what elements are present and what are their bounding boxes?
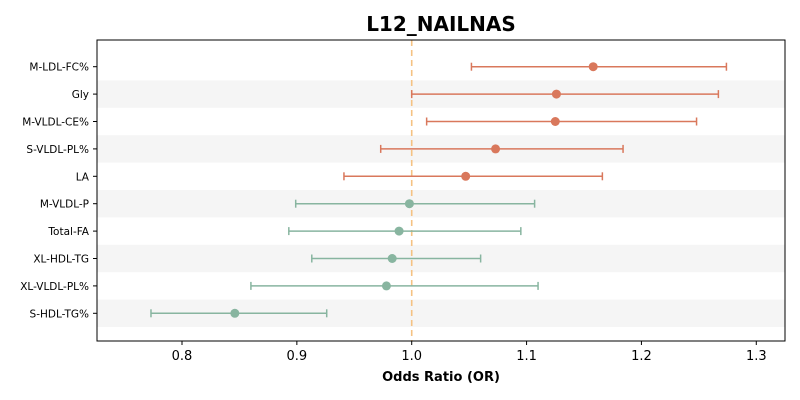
points-layer <box>230 62 598 318</box>
y-tick-label: M-LDL-FC% <box>29 62 89 74</box>
or-point <box>230 308 240 318</box>
y-tick-label: S-VLDL-PL% <box>26 144 89 156</box>
or-point <box>491 144 501 154</box>
chart-title: L12_NAILNAS <box>366 12 516 36</box>
x-tick-label: 0.9 <box>287 349 308 364</box>
or-point <box>404 199 414 209</box>
or-point <box>550 117 560 126</box>
or-point <box>551 89 561 99</box>
x-tick-label: 1.1 <box>516 349 537 364</box>
x-axis-label: Odds Ratio (OR) <box>382 370 500 385</box>
or-point <box>387 254 397 263</box>
x-tick-label: 0.8 <box>172 349 193 364</box>
y-tick-label: S-HDL-TG% <box>30 308 89 320</box>
or-point <box>461 171 471 181</box>
y-tick-label: XL-HDL-TG <box>33 254 89 266</box>
y-tick-label: LA <box>76 171 90 183</box>
y-axis-ticks: M-LDL-FC% Gly M-VLDL-CE% S-VLDL-PL% LA M-VLDL… <box>20 62 97 320</box>
y-tick-label: XL-VLDL-PL% <box>20 281 89 293</box>
or-point <box>394 226 404 236</box>
or-point <box>381 281 391 291</box>
y-tick-label: Total-FA <box>47 226 89 238</box>
error-bars-layer <box>150 62 728 318</box>
x-tick-label: 1.0 <box>401 349 422 364</box>
x-tick-label: 1.2 <box>631 349 652 364</box>
x-tick-label: 1.3 <box>746 349 767 364</box>
y-tick-label: M-VLDL-CE% <box>22 117 89 129</box>
x-axis-ticks: 0.8 0.9 1.0 1.1 1.2 1.3 <box>172 341 767 364</box>
y-tick-label: Gly <box>72 89 89 101</box>
plot-frame <box>96 39 786 342</box>
y-tick-label: M-VLDL-P <box>40 199 89 211</box>
or-point <box>588 62 598 72</box>
